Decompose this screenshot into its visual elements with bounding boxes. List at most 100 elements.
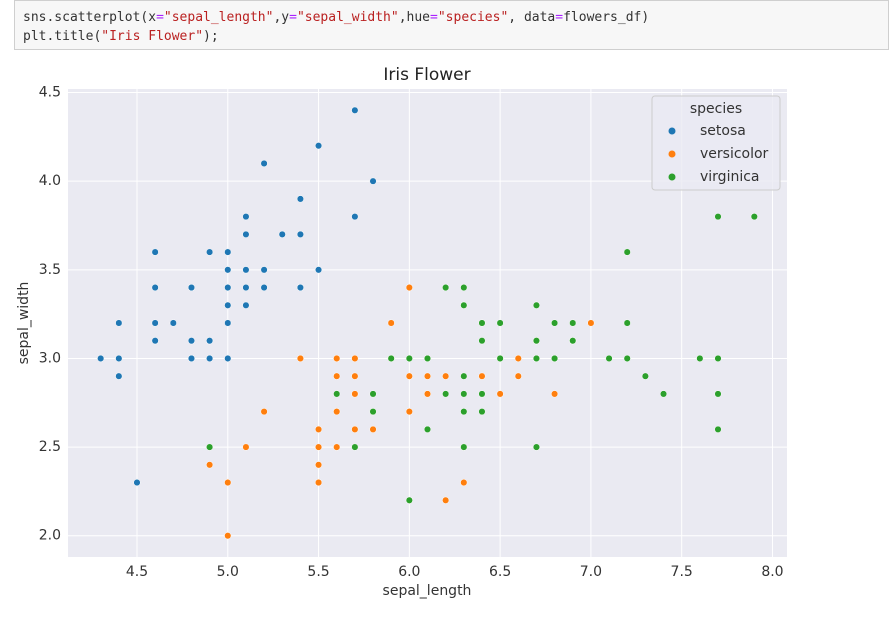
point: [224, 301, 232, 309]
point: [224, 478, 232, 487]
point: [115, 372, 123, 380]
point: [260, 159, 268, 168]
code-token: , data: [508, 10, 556, 25]
x-tick-label: 5.5: [307, 564, 329, 580]
point: [151, 248, 159, 256]
point: [133, 478, 141, 487]
point: [478, 319, 486, 327]
legend-label: versicolor: [700, 146, 769, 162]
code-line: plt.title("Iris Flower");: [23, 27, 880, 46]
x-tick-label: 6.0: [398, 564, 420, 580]
point: [532, 337, 540, 345]
point: [750, 213, 758, 221]
point: [532, 301, 540, 309]
point: [115, 319, 123, 327]
point: [478, 408, 486, 416]
point: [405, 408, 413, 416]
point: [460, 301, 468, 309]
point: [714, 390, 722, 398]
point: [206, 337, 214, 345]
point: [496, 319, 504, 327]
code-token: "species": [437, 10, 509, 25]
point: [405, 354, 413, 363]
x-tick-label: 5.0: [217, 564, 239, 580]
point: [460, 283, 468, 292]
point: [187, 354, 196, 363]
x-tick-label: 6.5: [489, 564, 511, 580]
point: [587, 319, 595, 327]
y-tick-label: 2.0: [39, 528, 61, 544]
point: [242, 443, 250, 451]
point: [315, 266, 323, 274]
point: [242, 301, 250, 309]
point: [278, 230, 286, 238]
code-token: "sepal_width": [296, 10, 399, 25]
point: [333, 354, 341, 363]
y-tick-label: 4.0: [39, 173, 61, 189]
point: [605, 354, 613, 363]
point: [187, 283, 196, 292]
point: [460, 478, 468, 487]
code-token: "Iris Flower": [101, 29, 204, 44]
x-tick-label: 4.5: [126, 564, 148, 580]
point: [351, 372, 359, 380]
point: [369, 408, 377, 416]
point: [442, 283, 450, 292]
point: [478, 372, 486, 380]
point: [296, 354, 304, 363]
point: [315, 425, 323, 433]
point: [224, 248, 232, 256]
point: [206, 354, 214, 363]
point: [623, 319, 631, 327]
y-tick-label: 4.5: [39, 85, 61, 101]
point: [641, 372, 649, 380]
point: [169, 319, 177, 327]
y-axis-label: sepal_width: [16, 282, 32, 365]
point: [369, 177, 377, 185]
point: [387, 354, 395, 363]
point: [442, 372, 450, 380]
point: [151, 283, 159, 292]
y-tick-label: 3.0: [39, 350, 61, 366]
code-token: =: [156, 10, 164, 25]
point: [478, 337, 486, 345]
point: [387, 319, 395, 327]
point: [115, 354, 123, 363]
point: [333, 372, 341, 380]
point: [351, 106, 359, 114]
point: [315, 443, 323, 451]
point: [623, 248, 631, 256]
point: [696, 354, 704, 363]
x-tick-label: 8.0: [761, 564, 783, 580]
point: [224, 354, 232, 363]
legend-box: [651, 95, 781, 191]
point: [423, 425, 432, 433]
point: [405, 496, 413, 504]
point: [478, 390, 486, 398]
point: [405, 372, 413, 380]
point: [242, 230, 250, 238]
point: [714, 354, 722, 363]
point: [460, 390, 468, 398]
code-token: sns.scatterplot(x: [23, 10, 157, 25]
point: [569, 319, 577, 327]
point: [296, 195, 304, 203]
code-cell[interactable]: sns.scatterplot(x="sepal_length",y="sepa…: [14, 0, 889, 50]
point: [315, 478, 323, 487]
code-token: =: [430, 10, 438, 25]
point: [242, 213, 250, 221]
legend-marker: [668, 173, 676, 181]
point: [569, 337, 577, 345]
point: [333, 443, 341, 451]
point: [97, 354, 105, 363]
chart-title: Iris Flower: [383, 65, 470, 85]
point: [351, 213, 359, 221]
point: [296, 283, 304, 292]
point: [224, 266, 232, 274]
y-tick-label: 3.5: [39, 262, 61, 278]
point: [333, 390, 341, 398]
point: [551, 390, 559, 398]
point: [351, 354, 359, 363]
